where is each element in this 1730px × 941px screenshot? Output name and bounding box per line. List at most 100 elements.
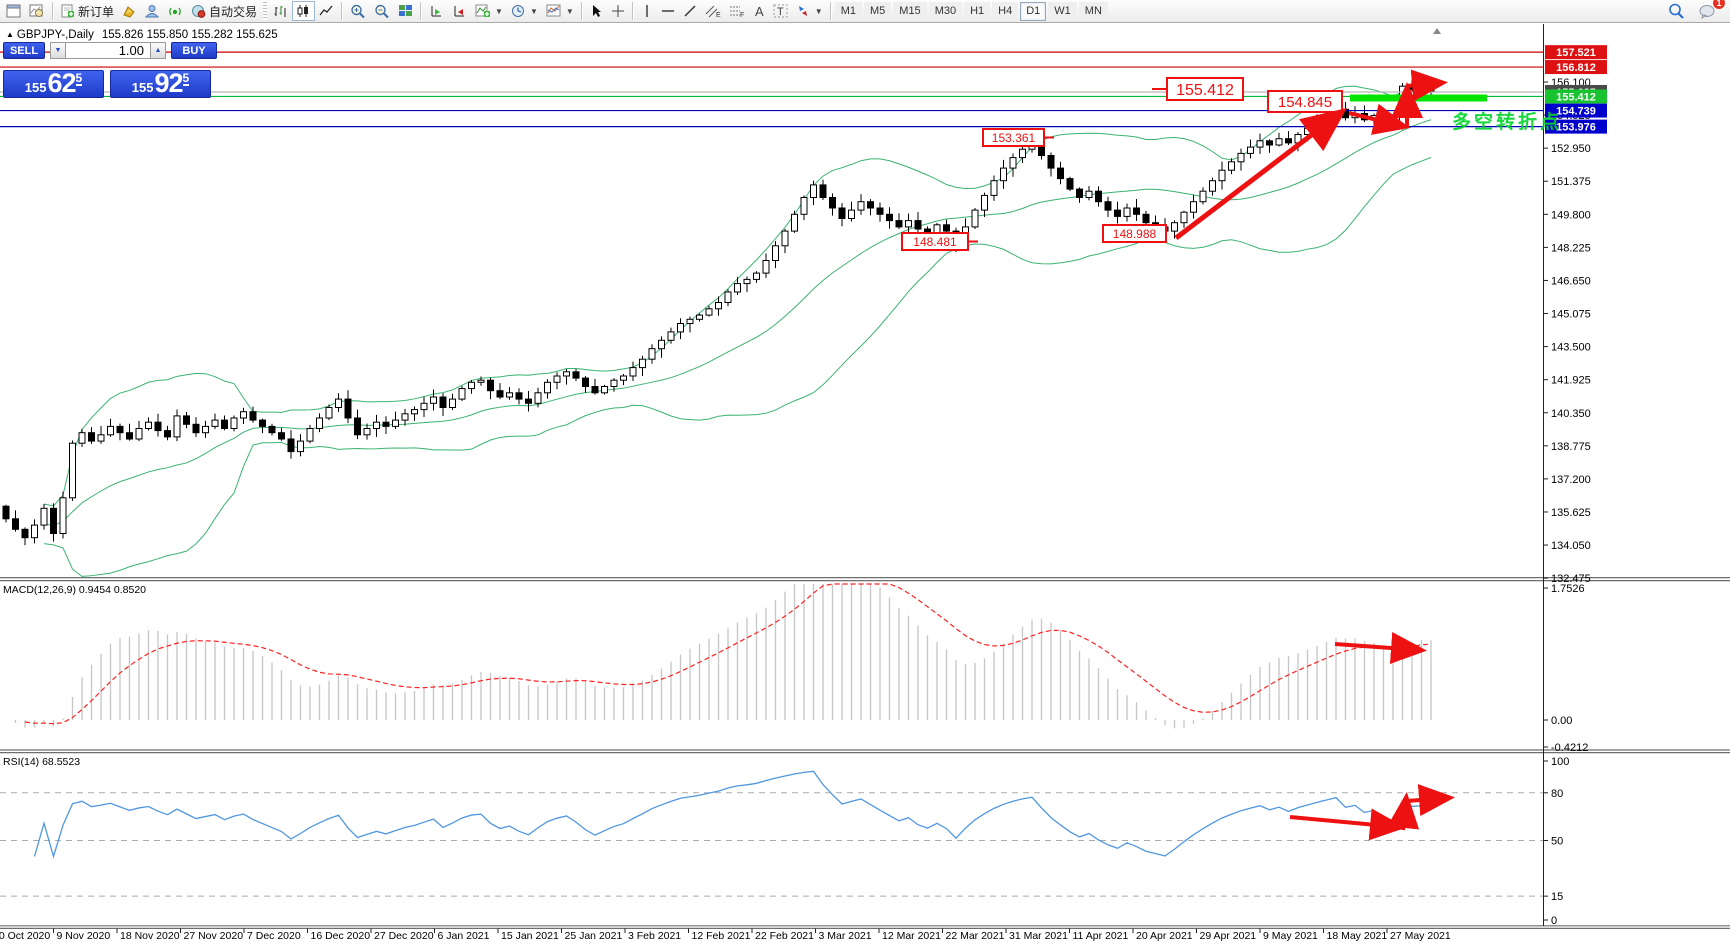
svg-text:148.225: 148.225 — [1551, 242, 1591, 254]
profiles-icon[interactable] — [25, 1, 49, 21]
svg-text:0: 0 — [1551, 915, 1557, 927]
timeframe-bar: M1 M5 M15 M30 H1 H4 D1 W1 MN — [834, 1, 1108, 21]
indicators-icon[interactable]: ▼ — [471, 1, 507, 21]
signals-icon[interactable] — [164, 1, 187, 21]
equidistant-channel-tool-icon[interactable]: E — [701, 1, 725, 21]
new-window-icon[interactable] — [2, 1, 25, 21]
fibonacci-tool-icon[interactable]: F — [725, 1, 749, 21]
autotrading-button[interactable]: 自动交易 — [187, 1, 261, 21]
svg-text:138.775: 138.775 — [1551, 441, 1591, 453]
price-annotation-box[interactable]: 148.481 — [901, 232, 978, 251]
arrows-tool-icon[interactable]: ▼ — [792, 1, 827, 21]
price-annotation-box[interactable]: 155.412 — [1152, 77, 1244, 101]
trend-arrow[interactable] — [1348, 103, 1410, 135]
zoom-out-icon[interactable] — [370, 1, 394, 21]
zoom-in-icon[interactable] — [346, 1, 370, 21]
notifications-icon[interactable]: 1 — [1695, 0, 1725, 21]
svg-text:30 Oct 2020: 30 Oct 2020 — [0, 930, 50, 941]
text-tool-icon[interactable]: A — [749, 1, 769, 21]
volume-down-button[interactable]: ▼ — [50, 42, 66, 59]
bar-chart-mode-icon[interactable] — [269, 1, 292, 21]
horizontal-line-tool-icon[interactable] — [657, 1, 679, 21]
trend-arrow[interactable] — [1387, 792, 1420, 831]
label-tool-icon[interactable]: T — [769, 1, 792, 21]
trend-arrow[interactable] — [1334, 632, 1427, 664]
svg-text:3 Feb 2021: 3 Feb 2021 — [628, 930, 681, 941]
dropdown-caret-icon: ▼ — [529, 6, 538, 16]
ask-price-display[interactable]: 155 92 5 — [110, 70, 211, 98]
svg-text:146.650: 146.650 — [1551, 275, 1591, 287]
timeframe-button-MN[interactable]: MN — [1078, 1, 1108, 21]
trend-arrow[interactable] — [1174, 107, 1347, 240]
timeframe-button-H1[interactable]: H1 — [964, 1, 991, 21]
toolbar-separator — [631, 2, 634, 20]
price-annotation-box[interactable]: 154.845 — [1267, 90, 1343, 113]
timeframe-button-H4[interactable]: H4 — [992, 1, 1019, 21]
chart-shift-icon[interactable] — [448, 1, 471, 21]
svg-text:15 Jan 2021: 15 Jan 2021 — [501, 930, 559, 941]
scroll-end-marker — [1433, 28, 1441, 34]
one-click-trading-panel: SELL ▼ ▲ BUY 155 62 5 155 92 5 — [3, 42, 217, 98]
ohlc-values: 155.826 155.850 155.282 155.625 — [101, 29, 278, 41]
price-label-155.412: 155.412 — [1545, 89, 1607, 104]
price-label-156.812: 156.812 — [1545, 60, 1607, 75]
price-annotation-box[interactable]: 148.988 — [1102, 224, 1167, 243]
trendline-tool-icon[interactable] — [679, 1, 701, 21]
symbol-marker-icon: ▲ — [6, 30, 14, 39]
volume-up-button[interactable]: ▲ — [150, 42, 166, 59]
cursor-tool-icon[interactable] — [586, 1, 607, 21]
chart-title: ▲ GBPJPY-,Daily 155.826 155.850 155.282 15… — [6, 29, 278, 41]
symbol-period-label: GBPJPY-,Daily — [16, 29, 94, 41]
price-label-154.739: 154.739 — [1545, 103, 1607, 118]
periods-icon[interactable]: ▼ — [507, 1, 542, 21]
rsi-pane — [0, 770, 1543, 897]
crosshair-tool-icon[interactable] — [607, 1, 629, 21]
timeframe-button-M30[interactable]: M30 — [928, 1, 963, 21]
toolbar-separator — [420, 2, 423, 20]
svg-text:27 Dec 2020: 27 Dec 2020 — [374, 930, 434, 941]
new-order-button[interactable]: 新订单 — [57, 1, 118, 21]
tile-windows-icon[interactable] — [394, 1, 417, 21]
timeframe-button-W1[interactable]: W1 — [1048, 1, 1077, 21]
ask-pips: 92 — [154, 68, 183, 98]
green-level-bar — [1350, 94, 1487, 102]
dropdown-caret-icon: ▼ — [565, 6, 574, 16]
market-watch-icon[interactable] — [118, 1, 141, 21]
svg-text:11 Apr 2021: 11 Apr 2021 — [1073, 930, 1129, 941]
bid-price-display[interactable]: 155 62 5 — [3, 70, 104, 98]
svg-text:25 Jan 2021: 25 Jan 2021 — [565, 930, 623, 941]
timeframe-button-M1[interactable]: M1 — [834, 1, 862, 21]
svg-text:145.075: 145.075 — [1551, 309, 1591, 321]
trend-arrow[interactable] — [1289, 808, 1406, 841]
sell-button[interactable]: SELL — [3, 42, 45, 59]
search-icon[interactable] — [1664, 1, 1689, 21]
chart-annotations[interactable]: 多空转折点 155.412 154.845 153.361 148.481 148.988 — [901, 69, 1562, 841]
trend-arrow[interactable] — [1406, 784, 1455, 817]
bid-point: 5 — [75, 71, 83, 86]
ask-integer: 155 — [131, 80, 154, 95]
price-annotation-box[interactable]: 153.361 — [982, 128, 1054, 147]
line-chart-mode-icon[interactable] — [315, 1, 338, 21]
notification-badge: 1 — [1713, 0, 1725, 9]
terminal-icon[interactable] — [141, 1, 164, 21]
svg-text:9 May 2021: 9 May 2021 — [1263, 930, 1318, 941]
templates-icon[interactable]: ▼ — [542, 1, 578, 21]
toolbar-separator — [52, 2, 54, 20]
svg-text:0.00: 0.00 — [1551, 715, 1572, 727]
volume-input[interactable] — [66, 42, 150, 59]
svg-text:140.350: 140.350 — [1551, 408, 1591, 420]
vertical-line-tool-icon[interactable] — [637, 1, 657, 21]
auto-scroll-icon[interactable] — [425, 1, 448, 21]
timeframe-button-M15[interactable]: M15 — [893, 1, 927, 21]
new-order-label: 新订单 — [78, 4, 115, 19]
timeframe-button-D1[interactable]: D1 — [1020, 1, 1047, 21]
candlestick-mode-icon[interactable] — [292, 1, 316, 21]
trend-arrow[interactable] — [1405, 69, 1448, 102]
svg-text:6 Jan 2021: 6 Jan 2021 — [438, 930, 490, 941]
buy-button[interactable]: BUY — [171, 42, 217, 59]
candlestick-series — [2, 78, 1435, 546]
timeframe-button-M5[interactable]: M5 — [864, 1, 892, 21]
svg-text:16 Dec 2020: 16 Dec 2020 — [311, 930, 371, 941]
svg-text:T: T — [777, 6, 784, 18]
